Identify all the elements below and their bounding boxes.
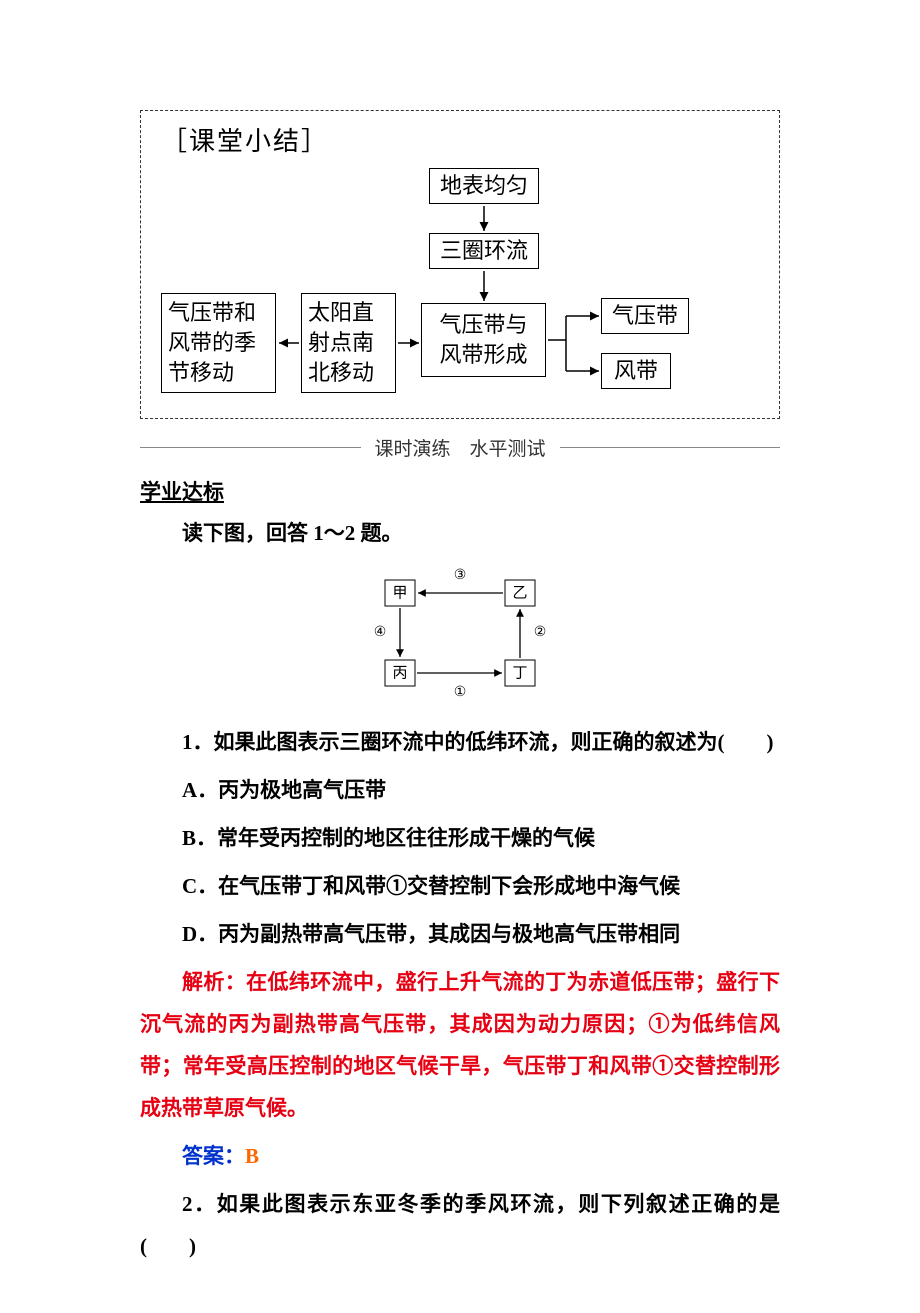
q1-answer: 答案：B [140,1135,780,1177]
document-page: ［课堂小结］ 地表均匀 三圈环流 气压带和 风带的季 节移动 太阳直 射点南 北… [0,0,920,1313]
divider-text: 课时演练 水平测试 [361,434,560,461]
q1-stem: 1．如果此图表示三圈环流中的低纬环流，则正确的叙述为( ) [140,721,780,763]
question-figure: 甲 乙 丙 丁 ③ ② ④ ① [140,568,780,703]
edge-label-3: ③ [454,568,467,583]
node-mid: 三圈环流 [429,233,539,269]
q2-stem: 2．如果此图表示东亚冬季的季风环流，则下列叙述正确的是( ) [140,1183,780,1267]
summary-title: ［课堂小结］ [161,121,759,158]
answer-value: B [245,1144,259,1168]
node-center: 气压带与 风带形成 [421,303,546,377]
section-label: 学业达标 [140,476,780,506]
edge-label-1: ① [454,685,467,698]
section-divider: 课时演练 水平测试 [140,434,780,461]
q1-option-b: B．常年受丙控制的地区往往形成干燥的气候 [140,817,780,859]
node-right-bottom: 风带 [601,353,671,389]
q1-option-a: A．丙为极地高气压带 [140,769,780,811]
divider-line-left [140,447,361,448]
node-yi: 乙 [512,585,527,601]
edge-label-4: ④ [374,625,387,640]
node-jia: 甲 [392,585,407,601]
q1-option-d: D．丙为副热带高气压带，其成因与极地高气压带相同 [140,913,780,955]
summary-box: ［课堂小结］ 地表均匀 三圈环流 气压带和 风带的季 节移动 太阳直 射点南 北… [140,110,780,419]
q1-option-c: C．在气压带丁和风带①交替控制下会形成地中海气候 [140,865,780,907]
node-ding: 丁 [512,665,527,681]
circulation-diagram: 甲 乙 丙 丁 ③ ② ④ ① [365,568,555,698]
divider-line-right [560,447,781,448]
node-left2: 太阳直 射点南 北移动 [301,293,396,393]
answer-label: 答案： [182,1144,245,1168]
edge-label-2: ② [534,625,547,640]
summary-diagram: 地表均匀 三圈环流 气压带和 风带的季 节移动 太阳直 射点南 北移动 气压带与… [161,168,759,393]
q1-analysis: 解析：在低纬环流中，盛行上升气流的丁为赤道低压带；盛行下沉气流的丙为副热带高气压… [140,961,780,1129]
node-bing: 丙 [392,665,407,681]
node-top: 地表均匀 [429,168,539,204]
node-right-top: 气压带 [601,298,689,334]
intro-text: 读下图，回答 1～2 题。 [140,512,780,554]
analysis-label: 解析： [182,970,246,994]
node-left: 气压带和 风带的季 节移动 [161,293,276,393]
